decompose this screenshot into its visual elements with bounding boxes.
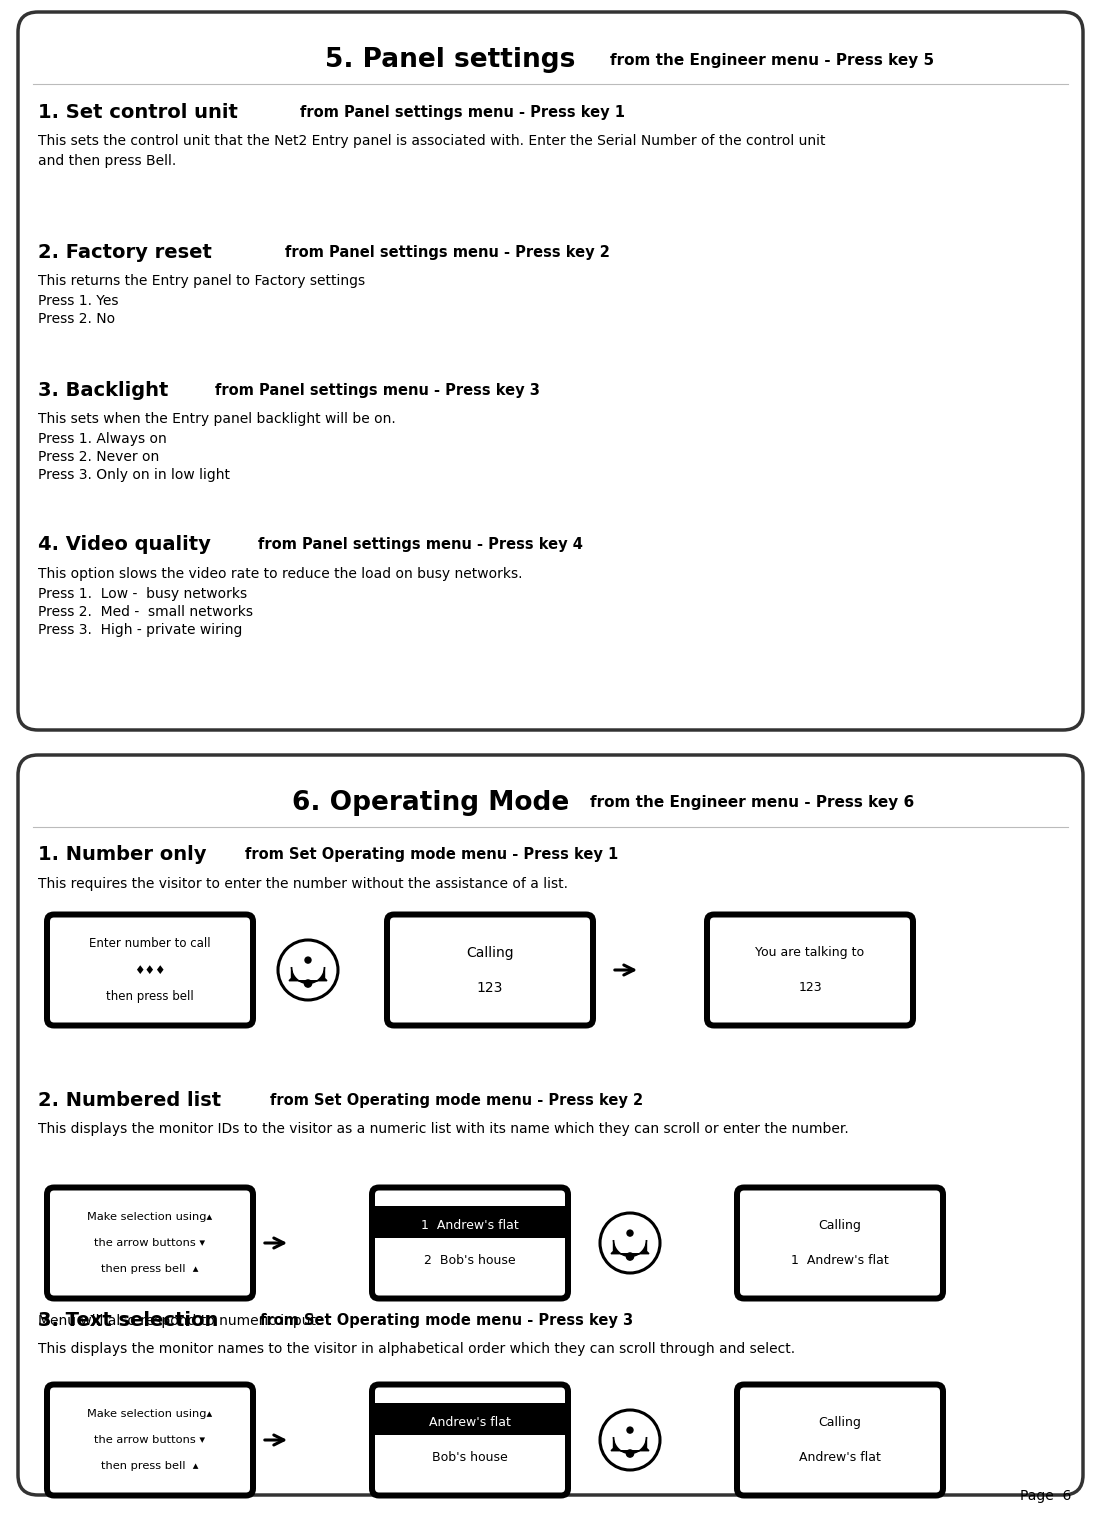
Polygon shape: [290, 967, 327, 983]
FancyBboxPatch shape: [50, 1191, 250, 1295]
Text: from Panel settings menu - Press key 1: from Panel settings menu - Press key 1: [299, 105, 625, 120]
Text: Enter number to call: Enter number to call: [89, 938, 210, 950]
Bar: [375, 1403, 565, 1435]
Text: ♦♦♦: ♦♦♦: [134, 964, 166, 977]
Text: Calling: Calling: [818, 1220, 861, 1232]
Text: You are talking to: You are talking to: [755, 945, 864, 959]
FancyBboxPatch shape: [740, 1191, 940, 1295]
Text: This sets when the Entry panel backlight will be on.: This sets when the Entry panel backlight…: [39, 412, 395, 426]
Text: 1. Number only: 1. Number only: [39, 845, 207, 865]
Text: the arrow buttons ▾: the arrow buttons ▾: [95, 1435, 206, 1445]
Text: This displays the monitor IDs to the visitor as a numeric list with its name whi: This displays the monitor IDs to the vis…: [39, 1123, 849, 1136]
FancyBboxPatch shape: [369, 1382, 571, 1498]
Text: This requires the visitor to enter the number without the assistance of a list.: This requires the visitor to enter the n…: [39, 877, 568, 891]
Text: This sets the control unit that the Net2 Entry panel is associated with. Enter t: This sets the control unit that the Net2…: [39, 133, 826, 168]
Text: Andrew's flat: Andrew's flat: [429, 1417, 511, 1429]
FancyBboxPatch shape: [390, 918, 590, 1023]
Text: from Panel settings menu - Press key 4: from Panel settings menu - Press key 4: [258, 538, 582, 553]
FancyBboxPatch shape: [44, 1185, 257, 1301]
Text: This displays the monitor names to the visitor in alphabetical order which they : This displays the monitor names to the v…: [39, 1342, 795, 1356]
FancyBboxPatch shape: [704, 912, 916, 1029]
Text: 3. Text selection: 3. Text selection: [39, 1310, 218, 1330]
Text: then press bell: then press bell: [106, 989, 194, 1003]
Text: Andrew's flat: Andrew's flat: [799, 1451, 881, 1463]
Circle shape: [304, 980, 312, 988]
Text: 6. Operating Mode: 6. Operating Mode: [292, 789, 569, 817]
Text: 1  Andrew's flat: 1 Andrew's flat: [792, 1254, 889, 1267]
Text: from Panel settings menu - Press key 3: from Panel settings menu - Press key 3: [215, 382, 539, 397]
Text: then press bell  ▴: then press bell ▴: [101, 1462, 199, 1471]
Text: 4. Video quality: 4. Video quality: [39, 535, 211, 554]
Text: This returns the Entry panel to Factory settings: This returns the Entry panel to Factory …: [39, 274, 366, 288]
Text: from Panel settings menu - Press key 2: from Panel settings menu - Press key 2: [285, 244, 610, 259]
Text: 2. Factory reset: 2. Factory reset: [39, 242, 211, 262]
Text: from the Engineer menu - Press key 5: from the Engineer menu - Press key 5: [610, 53, 935, 68]
Text: Press 2.  Med -  small networks: Press 2. Med - small networks: [39, 604, 253, 620]
FancyBboxPatch shape: [44, 912, 257, 1029]
Text: from Set Operating mode menu - Press key 2: from Set Operating mode menu - Press key…: [270, 1092, 643, 1107]
FancyBboxPatch shape: [710, 918, 911, 1023]
FancyBboxPatch shape: [50, 1388, 250, 1492]
FancyBboxPatch shape: [375, 1191, 565, 1295]
Text: 1  Andrew's flat: 1 Andrew's flat: [421, 1220, 519, 1232]
Polygon shape: [611, 1239, 648, 1256]
Circle shape: [626, 1230, 633, 1236]
Text: Make selection using▴: Make selection using▴: [87, 1409, 212, 1418]
Text: Press 1. Always on: Press 1. Always on: [39, 432, 166, 445]
Bar: [375, 1206, 565, 1238]
Text: Make selection using▴: Make selection using▴: [87, 1212, 212, 1221]
Polygon shape: [611, 1438, 648, 1453]
Text: 1. Set control unit: 1. Set control unit: [39, 103, 238, 121]
Text: 2. Numbered list: 2. Numbered list: [39, 1091, 221, 1109]
Text: 3. Backlight: 3. Backlight: [39, 380, 168, 400]
Text: 5. Panel settings: 5. Panel settings: [325, 47, 576, 73]
Circle shape: [626, 1450, 633, 1457]
FancyBboxPatch shape: [18, 754, 1083, 1495]
Text: Press 3.  High - private wiring: Press 3. High - private wiring: [39, 623, 242, 636]
Text: from the Engineer menu - Press key 6: from the Engineer menu - Press key 6: [590, 795, 915, 811]
FancyBboxPatch shape: [384, 912, 596, 1029]
Circle shape: [626, 1253, 633, 1260]
Text: This option slows the video rate to reduce the load on busy networks.: This option slows the video rate to redu…: [39, 567, 523, 580]
FancyBboxPatch shape: [740, 1388, 940, 1492]
Text: from Set Operating mode menu - Press key 3: from Set Operating mode menu - Press key…: [260, 1312, 633, 1327]
Text: Press 1.  Low -  busy networks: Press 1. Low - busy networks: [39, 586, 247, 601]
Text: 123: 123: [798, 982, 821, 994]
FancyBboxPatch shape: [50, 918, 250, 1023]
FancyBboxPatch shape: [18, 12, 1083, 730]
FancyBboxPatch shape: [369, 1185, 571, 1301]
Text: Menu will also respond to numeric input.: Menu will also respond to numeric input.: [39, 1314, 320, 1327]
FancyBboxPatch shape: [375, 1388, 565, 1492]
Text: then press bell  ▴: then press bell ▴: [101, 1264, 199, 1274]
Text: the arrow buttons ▾: the arrow buttons ▾: [95, 1238, 206, 1248]
FancyBboxPatch shape: [734, 1382, 946, 1498]
Text: Page  6: Page 6: [1020, 1489, 1071, 1503]
Circle shape: [626, 1427, 633, 1433]
Text: Calling: Calling: [818, 1417, 861, 1429]
Text: Press 2. No: Press 2. No: [39, 312, 116, 326]
FancyBboxPatch shape: [44, 1382, 257, 1498]
Text: Press 3. Only on in low light: Press 3. Only on in low light: [39, 468, 230, 482]
Text: Calling: Calling: [466, 945, 514, 959]
FancyBboxPatch shape: [734, 1185, 946, 1301]
Circle shape: [305, 957, 310, 964]
Text: Bob's house: Bob's house: [432, 1451, 508, 1463]
Text: 123: 123: [477, 980, 503, 994]
Text: Press 1. Yes: Press 1. Yes: [39, 294, 119, 308]
Text: from Set Operating mode menu - Press key 1: from Set Operating mode menu - Press key…: [246, 847, 619, 862]
Text: Press 2. Never on: Press 2. Never on: [39, 450, 160, 464]
Text: 2  Bob's house: 2 Bob's house: [424, 1254, 515, 1267]
